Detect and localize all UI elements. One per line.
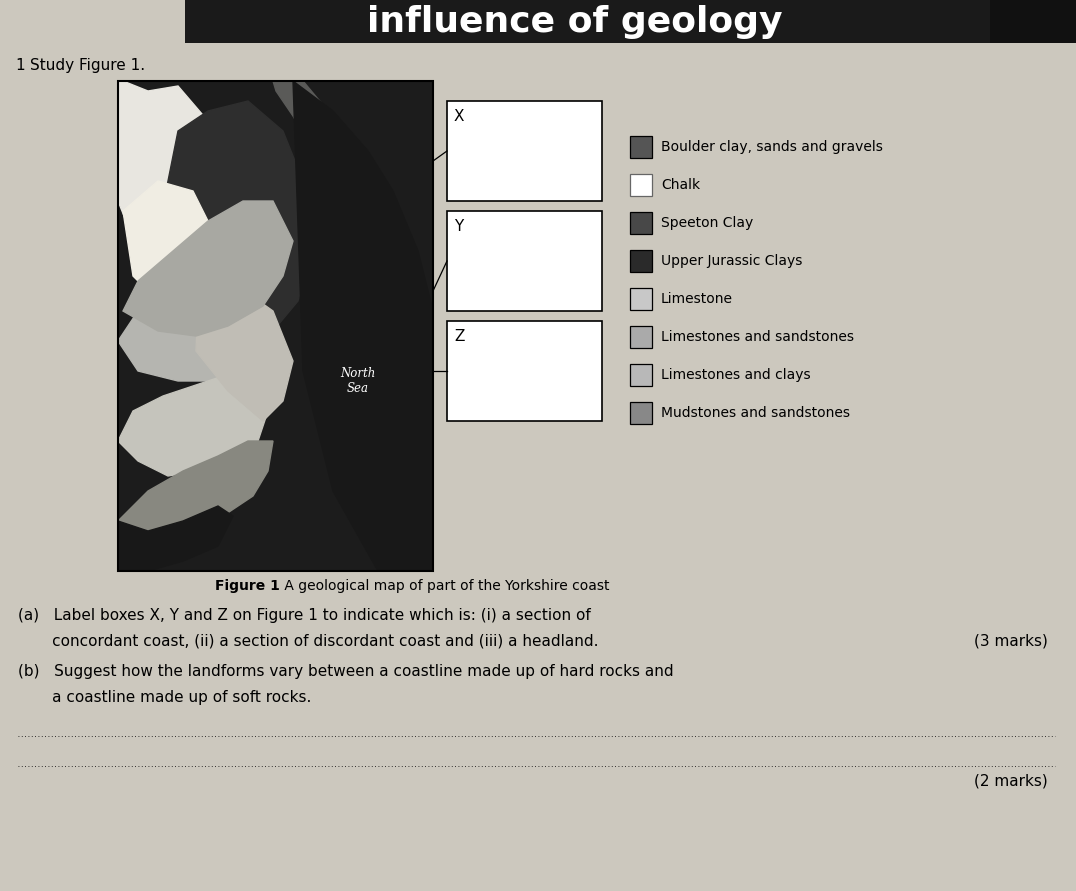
Polygon shape (118, 441, 273, 541)
Polygon shape (118, 241, 278, 381)
Bar (118, 81, 433, 571)
Text: Mudstones and sandstones: Mudstones and sandstones (661, 406, 850, 420)
Text: Figure 1: Figure 1 (215, 579, 280, 593)
Bar (631, 136, 652, 158)
Bar (631, 364, 652, 386)
Bar (447, 211, 601, 311)
Polygon shape (118, 81, 218, 281)
Text: X: X (454, 109, 465, 124)
Text: Z: Z (454, 329, 465, 344)
Bar (447, 101, 601, 201)
Polygon shape (118, 506, 233, 571)
Polygon shape (293, 81, 433, 571)
Text: (b)   Suggest how the landforms vary between a coastline made up of hard rocks a: (b) Suggest how the landforms vary betwe… (18, 664, 674, 679)
Polygon shape (273, 81, 383, 291)
Bar (631, 288, 652, 310)
Text: (3 marks): (3 marks) (974, 634, 1048, 649)
Bar (631, 326, 652, 348)
Text: North
Sea: North Sea (340, 367, 376, 395)
Bar (185, 0, 1076, 43)
Bar (631, 250, 652, 272)
Text: Study Figure 1.: Study Figure 1. (30, 58, 145, 73)
Text: (a)   Label boxes X, Y and Z on Figure 1 to indicate which is: (i) a section of: (a) Label boxes X, Y and Z on Figure 1 t… (18, 608, 591, 623)
Polygon shape (123, 181, 213, 311)
Text: (2 marks): (2 marks) (974, 773, 1048, 788)
Text: A geological map of part of the Yorkshire coast: A geological map of part of the Yorkshir… (280, 579, 609, 593)
Bar (631, 402, 652, 424)
Text: 1: 1 (15, 58, 25, 73)
Text: Limestones and clays: Limestones and clays (661, 368, 810, 382)
Text: Limestone: Limestone (661, 292, 733, 306)
Text: influence of geology: influence of geology (367, 5, 782, 39)
Text: Boulder clay, sands and gravels: Boulder clay, sands and gravels (661, 140, 883, 154)
Text: concordant coast, (ii) a section of discordant coast and (iii) a headland.: concordant coast, (ii) a section of disc… (18, 634, 598, 649)
Text: Limestones and sandstones: Limestones and sandstones (661, 330, 854, 344)
Bar (990, 0, 1076, 43)
Polygon shape (118, 371, 273, 476)
Text: Upper Jurassic Clays: Upper Jurassic Clays (661, 254, 803, 268)
Bar (447, 321, 601, 421)
Text: Y: Y (454, 219, 464, 234)
Text: Chalk: Chalk (661, 178, 700, 192)
Text: a coastline made up of soft rocks.: a coastline made up of soft rocks. (18, 690, 311, 705)
Bar (631, 174, 652, 196)
Bar (118, 81, 433, 571)
Polygon shape (196, 286, 293, 421)
Polygon shape (158, 101, 313, 331)
Polygon shape (123, 201, 293, 336)
Text: Speeton Clay: Speeton Clay (661, 216, 753, 230)
Bar (631, 212, 652, 234)
